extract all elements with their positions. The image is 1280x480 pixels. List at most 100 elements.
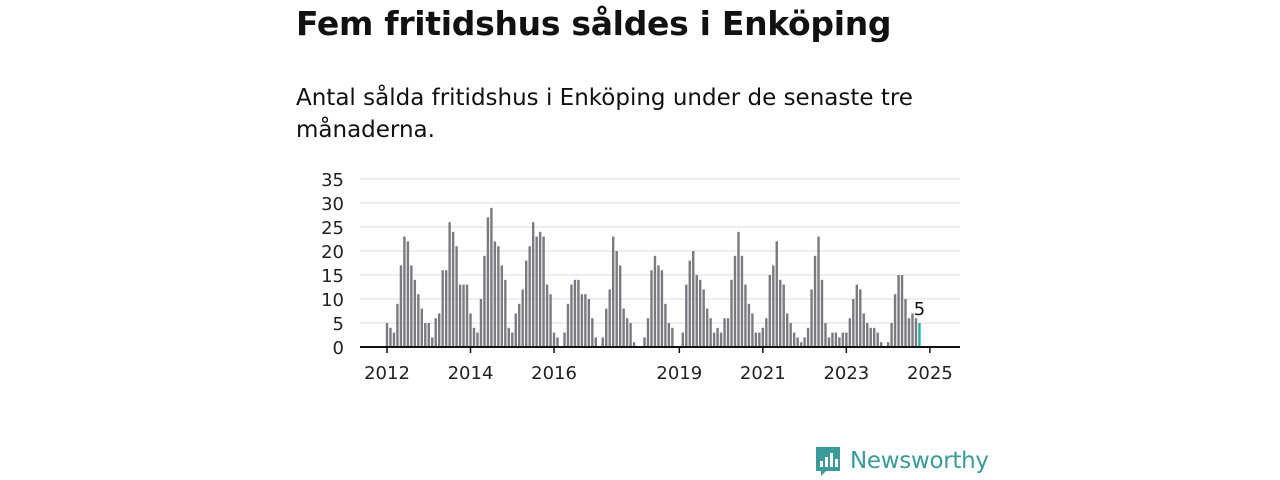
bar	[775, 241, 778, 347]
bar	[699, 279, 702, 347]
bar	[667, 323, 671, 347]
bar	[396, 303, 399, 347]
bar	[504, 279, 507, 347]
bar	[681, 332, 684, 347]
bar	[751, 313, 754, 347]
bar	[719, 332, 723, 347]
bar	[601, 337, 604, 347]
y-tick-label: 10	[321, 290, 344, 311]
bar	[904, 299, 907, 347]
bar	[417, 294, 420, 347]
data-label: 5	[914, 299, 925, 320]
bar	[455, 246, 458, 347]
bar	[747, 303, 751, 347]
bar	[653, 255, 657, 347]
bar	[831, 332, 834, 347]
bar	[845, 332, 848, 347]
bar	[584, 294, 587, 347]
bar	[737, 231, 740, 347]
bar	[890, 323, 893, 347]
bar	[608, 289, 611, 347]
bar	[744, 284, 747, 347]
bar	[695, 275, 698, 347]
bar	[733, 255, 737, 347]
bar	[879, 342, 883, 347]
y-tick-label: 35	[321, 170, 344, 191]
bar	[528, 246, 531, 347]
bar	[521, 289, 524, 347]
bar	[862, 313, 865, 347]
bar	[462, 284, 465, 347]
bar	[451, 231, 455, 347]
bar	[389, 327, 392, 347]
bar	[483, 255, 486, 347]
bar	[552, 332, 556, 347]
bar	[615, 251, 618, 347]
bar	[740, 255, 744, 347]
bar	[886, 342, 890, 347]
bar	[855, 284, 858, 347]
bar	[907, 318, 911, 347]
bar	[431, 337, 434, 347]
bar	[479, 299, 483, 347]
bar	[410, 265, 413, 347]
bar	[688, 260, 691, 347]
x-tick-label: 2019	[656, 363, 702, 384]
bar	[650, 270, 653, 347]
bar	[660, 270, 664, 347]
bar	[685, 284, 688, 347]
bar	[726, 318, 730, 347]
bar	[692, 251, 695, 347]
bar	[573, 279, 577, 347]
y-tick-label: 0	[333, 338, 344, 359]
bar	[448, 222, 451, 347]
bar	[761, 327, 765, 347]
x-tick-label: 2025	[907, 363, 953, 384]
bar	[549, 294, 552, 347]
y-tick-label: 15	[321, 266, 344, 287]
bar	[824, 323, 827, 347]
bar	[758, 332, 761, 347]
bar	[796, 337, 799, 347]
bar	[570, 284, 573, 347]
x-tick-label: 2023	[823, 363, 869, 384]
highlight-bar	[918, 323, 921, 347]
bar	[873, 327, 876, 347]
bar	[709, 318, 712, 347]
bar	[786, 313, 789, 347]
bar	[834, 332, 838, 347]
chart-subtitle: Antal sålda fritidshus i Enköping under …	[296, 85, 913, 143]
bar	[848, 318, 852, 347]
bar	[535, 236, 538, 347]
newsworthy-logo: Newsworthy	[814, 445, 989, 477]
bar	[657, 265, 660, 347]
bar	[900, 275, 904, 347]
bar	[632, 342, 636, 347]
bar	[511, 332, 514, 347]
bar	[723, 318, 726, 347]
x-tick-label: 2012	[364, 363, 410, 384]
y-tick-label: 20	[321, 242, 344, 263]
brand-name: Newsworthy	[850, 448, 989, 474]
bar	[869, 327, 872, 347]
bar	[646, 318, 650, 347]
bar	[643, 337, 646, 347]
bar	[490, 207, 493, 347]
bar	[545, 284, 549, 347]
bar	[817, 236, 820, 347]
bar	[434, 318, 437, 347]
bar	[779, 279, 782, 347]
bar	[580, 294, 584, 347]
bar	[566, 303, 570, 347]
bar	[420, 308, 423, 347]
bar	[493, 241, 497, 347]
bar	[525, 260, 528, 347]
bar	[712, 332, 716, 347]
bar	[444, 270, 448, 347]
x-tick-label: 2021	[740, 363, 786, 384]
bar	[441, 270, 444, 347]
bar	[754, 332, 758, 347]
bar	[664, 303, 667, 347]
bar	[518, 303, 521, 347]
